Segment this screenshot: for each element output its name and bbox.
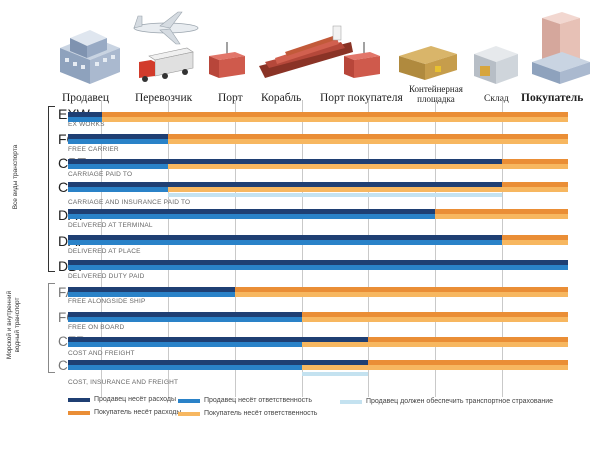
term-name-cif: COST, INSURANCE AND FREIGHT <box>68 379 179 386</box>
header-buyer-port: Порт покупателя <box>320 92 403 104</box>
legend-swatch-buyer-cost <box>68 411 90 415</box>
cip-cost-bar-seller <box>68 182 502 187</box>
dat-risk-bar-seller <box>68 214 435 219</box>
exw-risk-bar-seller <box>68 117 102 122</box>
ddp-cost-bar-seller <box>68 260 568 265</box>
column-divider <box>302 100 303 397</box>
term-name-fob: FREE ON BOARD <box>68 324 125 331</box>
header-carrier: Перевозчик <box>135 92 193 104</box>
term-name-dap: DELIVERED AT PLACE <box>68 248 141 255</box>
dap-risk-bar-seller <box>68 240 502 245</box>
cip-insurance-bar <box>168 193 502 197</box>
buyer-port-container-icon <box>344 42 380 78</box>
fob-risk-bar-buyer <box>302 317 568 322</box>
header-buyer: Покупатель <box>521 92 584 104</box>
cpt-cost-bar-seller <box>68 159 502 164</box>
dat-risk-bar-buyer <box>435 214 568 219</box>
legend-label-insurance: Продавец должен обеспечить транспортное … <box>366 398 554 405</box>
legend-swatch-insurance <box>340 400 362 404</box>
ddp-risk-bar-seller <box>68 265 568 270</box>
dap-cost-bar-seller <box>68 235 502 240</box>
cif-cost-bar-buyer <box>368 360 568 365</box>
cpt-cost-bar-buyer <box>502 159 568 164</box>
column-divider <box>235 100 236 397</box>
legend-label-seller-resp: Продавец несёт ответственность <box>204 397 313 404</box>
fob-risk-bar-seller <box>68 317 302 322</box>
warehouse-icon <box>474 46 518 84</box>
exw-risk-bar-buyer <box>102 117 568 122</box>
header-container-yard-line1: Контейнерная <box>409 84 463 94</box>
column-divider <box>502 100 503 397</box>
group-label-sea: Морской и внутренний водный транспорт <box>6 280 22 370</box>
cfr-cost-bar-seller <box>68 337 368 342</box>
buyer-building-icon <box>532 12 590 84</box>
container-yard-icon <box>399 46 457 80</box>
term-name-fas: FREE ALONGSIDE SHIP <box>68 298 146 305</box>
fas-risk-bar-buyer <box>235 292 568 297</box>
legend-swatch-seller-resp <box>178 399 200 403</box>
fca-cost-bar-buyer <box>168 134 568 139</box>
fca-risk-bar-seller <box>68 139 168 144</box>
dat-cost-bar-buyer <box>435 209 568 214</box>
header-warehouse: Склад <box>484 94 509 104</box>
group-label-sea-line2: водный транспорт <box>14 297 21 353</box>
cpt-risk-bar-seller <box>68 164 168 169</box>
fas-risk-bar-seller <box>68 292 235 297</box>
fob-cost-bar-seller <box>68 312 302 317</box>
exw-cost-bar-buyer <box>102 112 568 117</box>
cip-cost-bar-buyer <box>502 182 568 187</box>
column-divider <box>101 100 102 397</box>
cif-cost-bar-seller <box>68 360 368 365</box>
cfr-cost-bar-buyer <box>368 337 568 342</box>
term-name-cfr: COST AND FREIGHT <box>68 350 135 357</box>
port-container-icon <box>209 42 245 78</box>
column-divider <box>168 100 169 397</box>
fas-cost-bar-buyer <box>235 287 568 292</box>
seller-building-icon <box>60 30 120 84</box>
fca-risk-bar-buyer <box>168 139 568 144</box>
group-label-sea-line1: Морской и внутренний <box>6 290 13 360</box>
header-port: Порт <box>218 92 243 104</box>
cfr-risk-bar-seller <box>68 342 302 347</box>
header-seller: Продавец <box>62 92 110 104</box>
cif-insurance-bar <box>302 372 368 376</box>
cip-risk-bar-buyer <box>168 187 568 192</box>
fca-cost-bar-seller <box>68 134 168 139</box>
airplane-icon <box>133 11 199 45</box>
group-label-all-transport: Все виды транспорта <box>12 144 19 210</box>
truck-icon <box>139 47 194 82</box>
term-name-cip: CARRIAGE AND INSURANCE PAID TO <box>68 199 191 206</box>
legend-swatch-seller-cost <box>68 398 90 402</box>
term-name-exw: EX WORKS <box>68 121 105 128</box>
cfr-risk-bar-buyer <box>302 342 568 347</box>
column-divider <box>435 100 436 397</box>
group-brace-all-transport <box>48 106 55 272</box>
legend-label-buyer-cost: Покупатель несёт расходы <box>94 409 182 416</box>
cif-risk-bar-seller <box>68 365 302 370</box>
term-name-dat: DELIVERED AT TERMINAL <box>68 222 153 229</box>
term-name-fca: FREE CARRIER <box>68 146 119 153</box>
header-ship: Корабль <box>261 92 302 104</box>
ship-icon <box>259 25 353 78</box>
fas-cost-bar-seller <box>68 287 235 292</box>
cpt-risk-bar-buyer <box>168 164 568 169</box>
legend-label-buyer-resp: Покупатель несёт ответственность <box>204 410 318 417</box>
dap-cost-bar-buyer <box>502 235 568 240</box>
header-container-yard-line2: площадка <box>417 94 455 104</box>
dat-cost-bar-seller <box>68 209 435 214</box>
exw-cost-bar-seller <box>68 112 102 117</box>
cif-risk-bar-buyer <box>302 365 568 370</box>
header-container-yard: Контейнерная площадка <box>409 84 463 104</box>
term-name-cpt: CARRIAGE PAID TO <box>68 171 133 178</box>
group-brace-sea <box>48 283 55 373</box>
column-divider <box>368 100 369 397</box>
legend-swatch-buyer-resp <box>178 412 200 416</box>
cip-risk-bar-seller <box>68 187 168 192</box>
dap-risk-bar-buyer <box>502 240 568 245</box>
fob-cost-bar-buyer <box>302 312 568 317</box>
term-name-ddp: DELIVERED DUTY PAID <box>68 273 145 280</box>
legend-label-seller-cost: Продавец несёт расходы <box>94 396 176 403</box>
